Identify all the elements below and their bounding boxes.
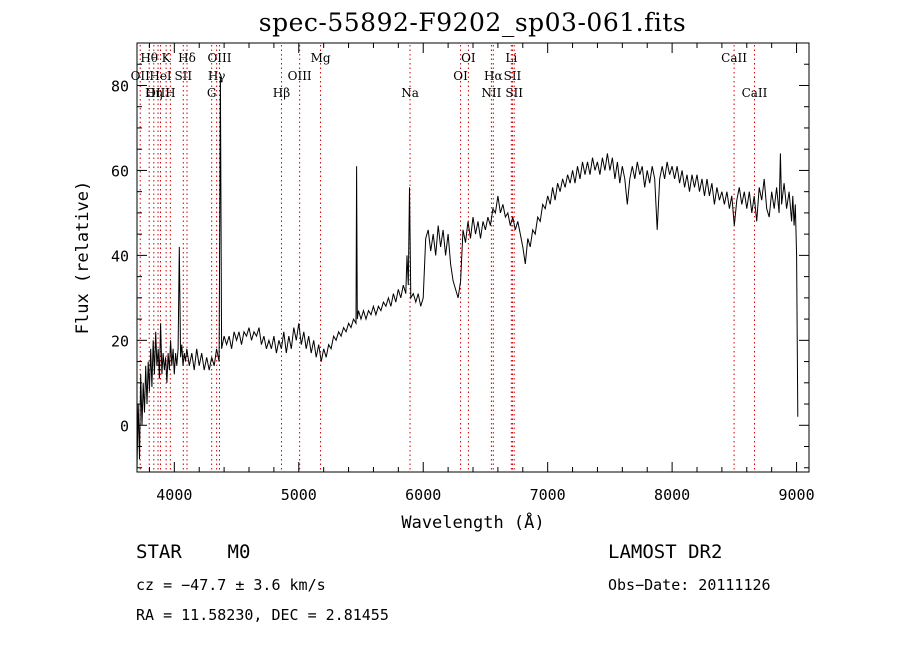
object-class-label: STAR [136, 541, 182, 563]
line-marker-label: OIII [207, 51, 231, 65]
line-marker-label: CaII [742, 86, 768, 100]
obs-date: Obs−Date: 20111126 [608, 576, 771, 594]
x-tick-label: 9000 [778, 486, 814, 504]
line-marker-label: Hβ [273, 86, 290, 100]
line-marker-label: K [162, 51, 172, 65]
axis-ticks: 4000 5000 6000 7000 8000 9000 0 20 40 60 80 [111, 42, 815, 504]
line-marker-label: H [165, 86, 175, 100]
line-marker-label: SII [505, 86, 523, 100]
object-subclass: M0 [227, 541, 251, 563]
x-tick-label: 8000 [654, 486, 690, 504]
line-marker-label: Mg [311, 51, 331, 65]
line-marker-label: Hη [145, 86, 163, 100]
x-tick-label: 6000 [405, 486, 441, 504]
line-marker-label: Hθ [140, 51, 158, 65]
line-marker-label: Hα [484, 69, 503, 83]
chart-title: spec-55892-F9202_sp03-061.fits [258, 8, 687, 37]
line-marker-label: Li [505, 51, 517, 65]
line-marker-label: OI [461, 51, 476, 65]
x-tick-label: 7000 [530, 486, 566, 504]
line-marker-label: OIII [288, 69, 312, 83]
x-axis-label: Wavelength (Å) [401, 511, 544, 533]
y-tick-label: 60 [111, 162, 129, 180]
line-marker-label: HeI [149, 69, 172, 83]
x-tick-label: 4000 [156, 486, 192, 504]
line-marker-label: OII [131, 69, 151, 83]
line-marker-label: Na [401, 86, 419, 100]
coordinates: RA = 11.58230, DEC = 2.81455 [136, 606, 389, 624]
y-tick-label: 40 [111, 247, 129, 265]
survey-name: LAMOST DR2 [608, 541, 723, 563]
line-marker-label: SII [504, 69, 522, 83]
line-marker-label: G [207, 86, 217, 100]
line-marker-label: SII [174, 69, 192, 83]
line-marker-label: Hδ [178, 51, 196, 65]
line-marker-label: CaII [721, 51, 747, 65]
line-marker-label: OI [453, 69, 468, 83]
object-class: STAR M0 [136, 541, 250, 563]
y-tick-label: 80 [111, 77, 129, 95]
line-marker-label: NII [481, 86, 501, 100]
y-axis-label: Flux (relative) [73, 181, 93, 335]
plot-frame [136, 42, 810, 473]
redshift-text: cz = −47.7 ± 3.6 km/s [136, 576, 326, 594]
spectrum-line [136, 76, 799, 468]
line-marker-label: OIII [146, 86, 170, 100]
x-tick-label: 5000 [281, 486, 317, 504]
line-marker-label: Hγ [208, 69, 226, 83]
y-tick-label: 0 [120, 417, 129, 435]
line-markers: Hθ OII OIII K HeI Hη SII H Hδ OIII Hγ G Hβ OIII Mg Na OI… [131, 45, 768, 470]
y-tick-label: 20 [111, 332, 129, 350]
